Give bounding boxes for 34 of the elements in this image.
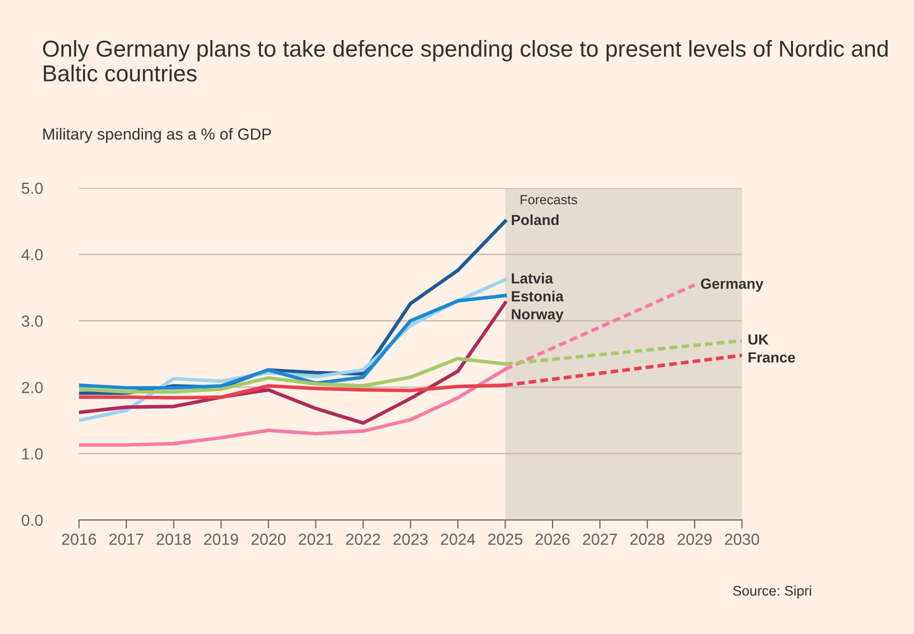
y-tick-label: 2.0: [22, 382, 43, 394]
chart-title: Only Germany plans to take defence spending close to present levels of Nordic and Baltic countries: [43, 40, 888, 82]
x-tick-label: 2018: [156, 534, 191, 545]
y-tick-label: 4.0: [21, 249, 43, 260]
x-tick-label: 2023: [394, 534, 428, 545]
y-tick-label: 0.0: [22, 514, 43, 526]
series-label: Norway: [512, 309, 564, 322]
series-label: Poland: [512, 214, 559, 226]
line-series: [79, 294, 507, 390]
x-tick-label: 2028: [630, 534, 664, 545]
series-label: Germany: [700, 278, 764, 292]
y-tick-label: 3.0: [22, 315, 43, 327]
band-label: Forecasts: [520, 195, 578, 204]
x-tick-label: 2026: [536, 534, 570, 545]
chart-subtitle: Military spending as a % of GDP: [43, 128, 272, 143]
series-label: France: [748, 352, 796, 363]
series-label: Latvia: [512, 272, 554, 284]
x-tick-label: 2017: [109, 534, 144, 545]
series-label: Estonia: [512, 290, 564, 302]
series-label: UK: [748, 334, 769, 345]
source-note: Source: Sipri: [733, 586, 812, 598]
x-tick-label: 2027: [582, 534, 617, 545]
x-tick-label: 2020: [251, 534, 286, 545]
x-tick-label: 2019: [204, 534, 238, 545]
x-tick-label: 2022: [346, 534, 380, 545]
y-tick-label: 1.0: [22, 448, 43, 460]
x-tick-label: 2025: [488, 534, 522, 545]
x-tick-label: 2024: [440, 534, 476, 545]
x-tick-label: 2016: [62, 534, 96, 545]
x-tick-label: 2021: [298, 534, 333, 545]
x-tick-label: 2029: [678, 534, 712, 545]
line-series: [79, 301, 507, 425]
y-tick-label: 5.0: [22, 182, 43, 194]
x-tick-label: 2030: [725, 534, 760, 545]
